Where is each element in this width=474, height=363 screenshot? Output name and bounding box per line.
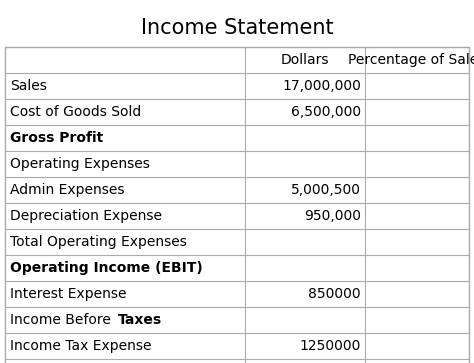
Text: Income Before: Income Before — [10, 313, 115, 327]
Text: Depreciation Expense: Depreciation Expense — [10, 209, 162, 223]
Text: Income Tax Expense: Income Tax Expense — [10, 339, 152, 353]
Text: 6,500,000: 6,500,000 — [291, 105, 361, 119]
Text: 1250000: 1250000 — [300, 339, 361, 353]
Text: Sales: Sales — [10, 79, 47, 93]
Text: 950,000: 950,000 — [304, 209, 361, 223]
Text: Taxes: Taxes — [118, 313, 162, 327]
Text: Cost of Goods Sold: Cost of Goods Sold — [10, 105, 141, 119]
Text: Gross Profit: Gross Profit — [10, 131, 103, 145]
Text: 5,000,500: 5,000,500 — [291, 183, 361, 197]
Text: Total Operating Expenses: Total Operating Expenses — [10, 235, 187, 249]
Text: 17,000,000: 17,000,000 — [282, 79, 361, 93]
Text: Dollars: Dollars — [281, 53, 329, 67]
Text: Operating Income (EBIT): Operating Income (EBIT) — [10, 261, 203, 275]
Text: Operating Expenses: Operating Expenses — [10, 157, 150, 171]
Text: Admin Expenses: Admin Expenses — [10, 183, 125, 197]
Text: Interest Expense: Interest Expense — [10, 287, 127, 301]
Text: Percentage of Sales: Percentage of Sales — [348, 53, 474, 67]
Text: 850000: 850000 — [309, 287, 361, 301]
Text: Income Statement: Income Statement — [141, 18, 333, 38]
